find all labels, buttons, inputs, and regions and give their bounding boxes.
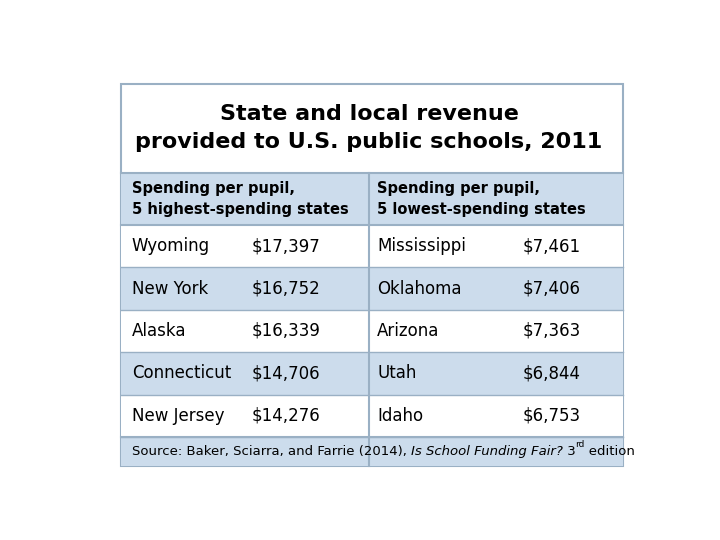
Text: Alaska: Alaska (132, 322, 186, 340)
Text: Arizona: Arizona (377, 322, 440, 340)
Text: Idaho: Idaho (377, 407, 423, 425)
Text: rd: rd (575, 440, 585, 449)
Text: $7,406: $7,406 (523, 280, 580, 298)
FancyBboxPatch shape (369, 267, 623, 310)
FancyBboxPatch shape (121, 352, 369, 395)
FancyBboxPatch shape (121, 267, 369, 310)
Text: $14,276: $14,276 (252, 407, 320, 425)
Text: Utah: Utah (377, 364, 417, 382)
FancyBboxPatch shape (121, 225, 369, 267)
Text: Oklahoma: Oklahoma (377, 280, 462, 298)
Text: New Jersey: New Jersey (132, 407, 225, 425)
Text: Is School Funding Fair?: Is School Funding Fair? (411, 445, 563, 458)
FancyBboxPatch shape (121, 84, 623, 466)
FancyBboxPatch shape (369, 225, 623, 267)
Text: edition: edition (575, 445, 634, 458)
FancyBboxPatch shape (369, 310, 623, 352)
Text: $6,753: $6,753 (523, 407, 580, 425)
FancyBboxPatch shape (369, 395, 623, 437)
Text: $14,706: $14,706 (252, 364, 320, 382)
Text: Wyoming: Wyoming (132, 237, 210, 255)
FancyBboxPatch shape (121, 395, 369, 437)
Text: Source: Baker, Sciarra, and Farrie (2014),: Source: Baker, Sciarra, and Farrie (2014… (132, 445, 411, 458)
FancyBboxPatch shape (121, 173, 623, 466)
FancyBboxPatch shape (369, 352, 623, 395)
FancyBboxPatch shape (121, 310, 369, 352)
Text: $16,339: $16,339 (252, 322, 320, 340)
Text: State and local revenue
provided to U.S. public schools, 2011: State and local revenue provided to U.S.… (135, 104, 603, 152)
Text: Connecticut: Connecticut (132, 364, 231, 382)
Text: Mississippi: Mississippi (377, 237, 467, 255)
Text: $7,363: $7,363 (523, 322, 581, 340)
Text: $16,752: $16,752 (252, 280, 320, 298)
Text: $7,461: $7,461 (523, 237, 580, 255)
Text: $6,844: $6,844 (523, 364, 580, 382)
Text: 3: 3 (563, 445, 575, 458)
Text: Spending per pupil,
5 lowest-spending states: Spending per pupil, 5 lowest-spending st… (377, 181, 586, 217)
Text: Spending per pupil,
5 highest-spending states: Spending per pupil, 5 highest-spending s… (132, 181, 348, 217)
Text: New York: New York (132, 280, 208, 298)
Text: $17,397: $17,397 (252, 237, 320, 255)
